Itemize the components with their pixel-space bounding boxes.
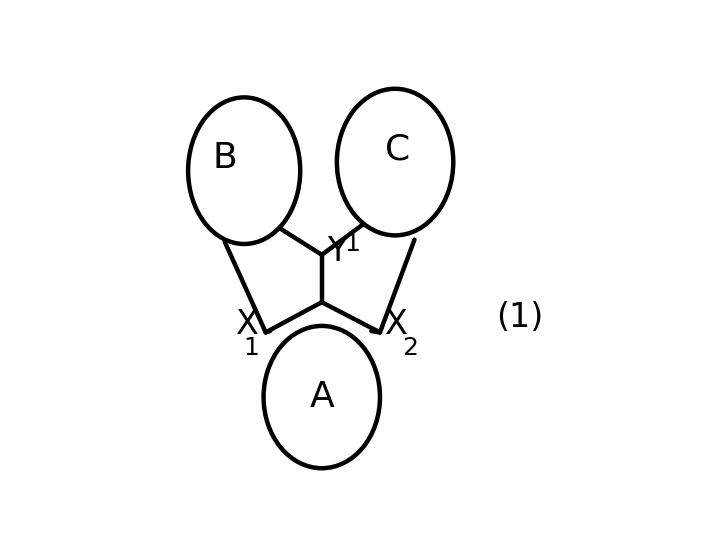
- Text: Y: Y: [327, 235, 347, 268]
- Text: 2: 2: [402, 336, 419, 360]
- Text: C: C: [384, 132, 410, 166]
- Text: 1: 1: [244, 336, 259, 360]
- Text: X: X: [385, 308, 408, 341]
- Text: (1): (1): [496, 301, 544, 334]
- Text: A: A: [310, 380, 334, 414]
- Text: X: X: [236, 308, 259, 341]
- Text: B: B: [212, 141, 237, 175]
- Text: 1: 1: [344, 232, 360, 256]
